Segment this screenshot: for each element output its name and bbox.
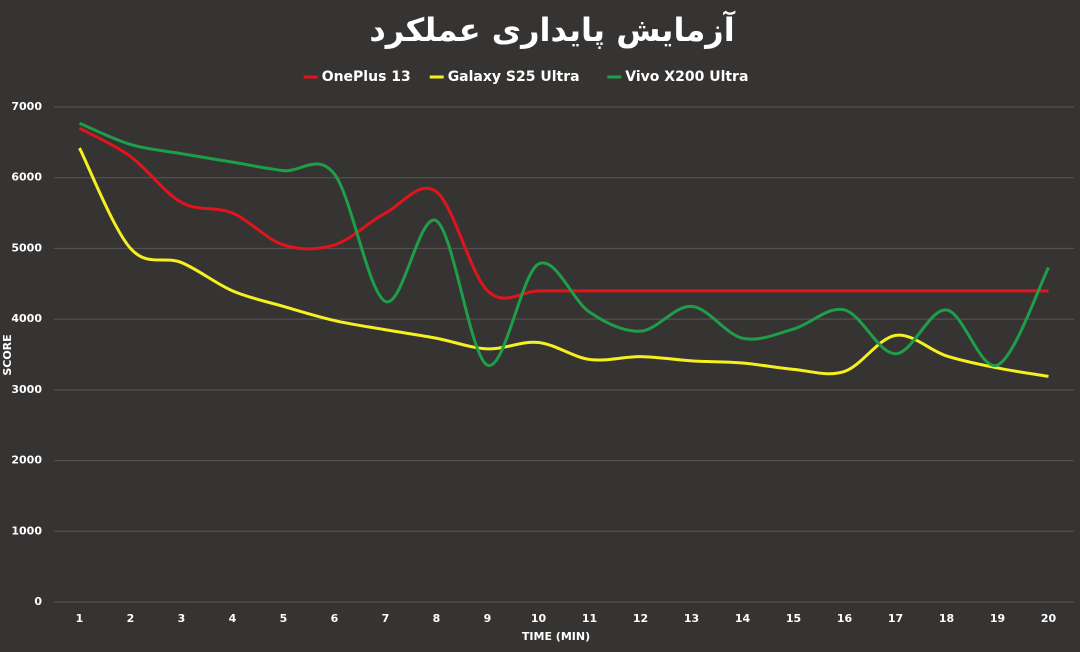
y-tick-label: 4000 <box>11 312 42 325</box>
x-tick-label: 20 <box>1041 612 1057 625</box>
x-tick-label: 4 <box>229 612 237 625</box>
y-tick-label: 6000 <box>11 171 42 184</box>
y-axis-title: SCORE <box>1 334 14 375</box>
y-tick-label: 0 <box>34 595 42 608</box>
x-tick-label: 11 <box>582 612 597 625</box>
y-tick-label: 7000 <box>11 100 42 113</box>
x-tick-label: 7 <box>382 612 390 625</box>
y-tick-label: 2000 <box>11 454 42 467</box>
x-tick-label: 3 <box>178 612 186 625</box>
x-tick-label: 10 <box>531 612 547 625</box>
x-tick-label: 18 <box>939 612 954 625</box>
x-tick-label: 5 <box>280 612 288 625</box>
x-tick-label: 14 <box>735 612 751 625</box>
legend-label: Galaxy S25 Ultra <box>448 69 580 85</box>
legend-label: OnePlus 13 <box>322 69 411 85</box>
x-tick-label: 12 <box>633 612 648 625</box>
series-line <box>78 147 1049 378</box>
series-line <box>78 126 1049 300</box>
series-line <box>78 121 1050 367</box>
y-tick-label: 5000 <box>11 241 42 254</box>
y-tick-label: 3000 <box>11 383 42 396</box>
chart-title: آزمایش پایداری عملکرد <box>369 10 735 49</box>
x-tick-label: 6 <box>331 612 339 625</box>
x-tick-label: 8 <box>433 612 441 625</box>
x-tick-label: 16 <box>837 612 853 625</box>
x-tick-label: 2 <box>127 612 135 625</box>
x-tick-label: 13 <box>684 612 699 625</box>
x-tick-label: 9 <box>484 612 492 625</box>
x-tick-label: 17 <box>888 612 903 625</box>
x-axis-title: TIME (MIN) <box>522 630 590 643</box>
x-tick-label: 15 <box>786 612 801 625</box>
legend-label: Vivo X200 Ultra <box>625 69 748 85</box>
x-tick-label: 19 <box>990 612 1005 625</box>
y-tick-label: 1000 <box>11 524 42 537</box>
x-tick-label: 1 <box>76 612 84 625</box>
